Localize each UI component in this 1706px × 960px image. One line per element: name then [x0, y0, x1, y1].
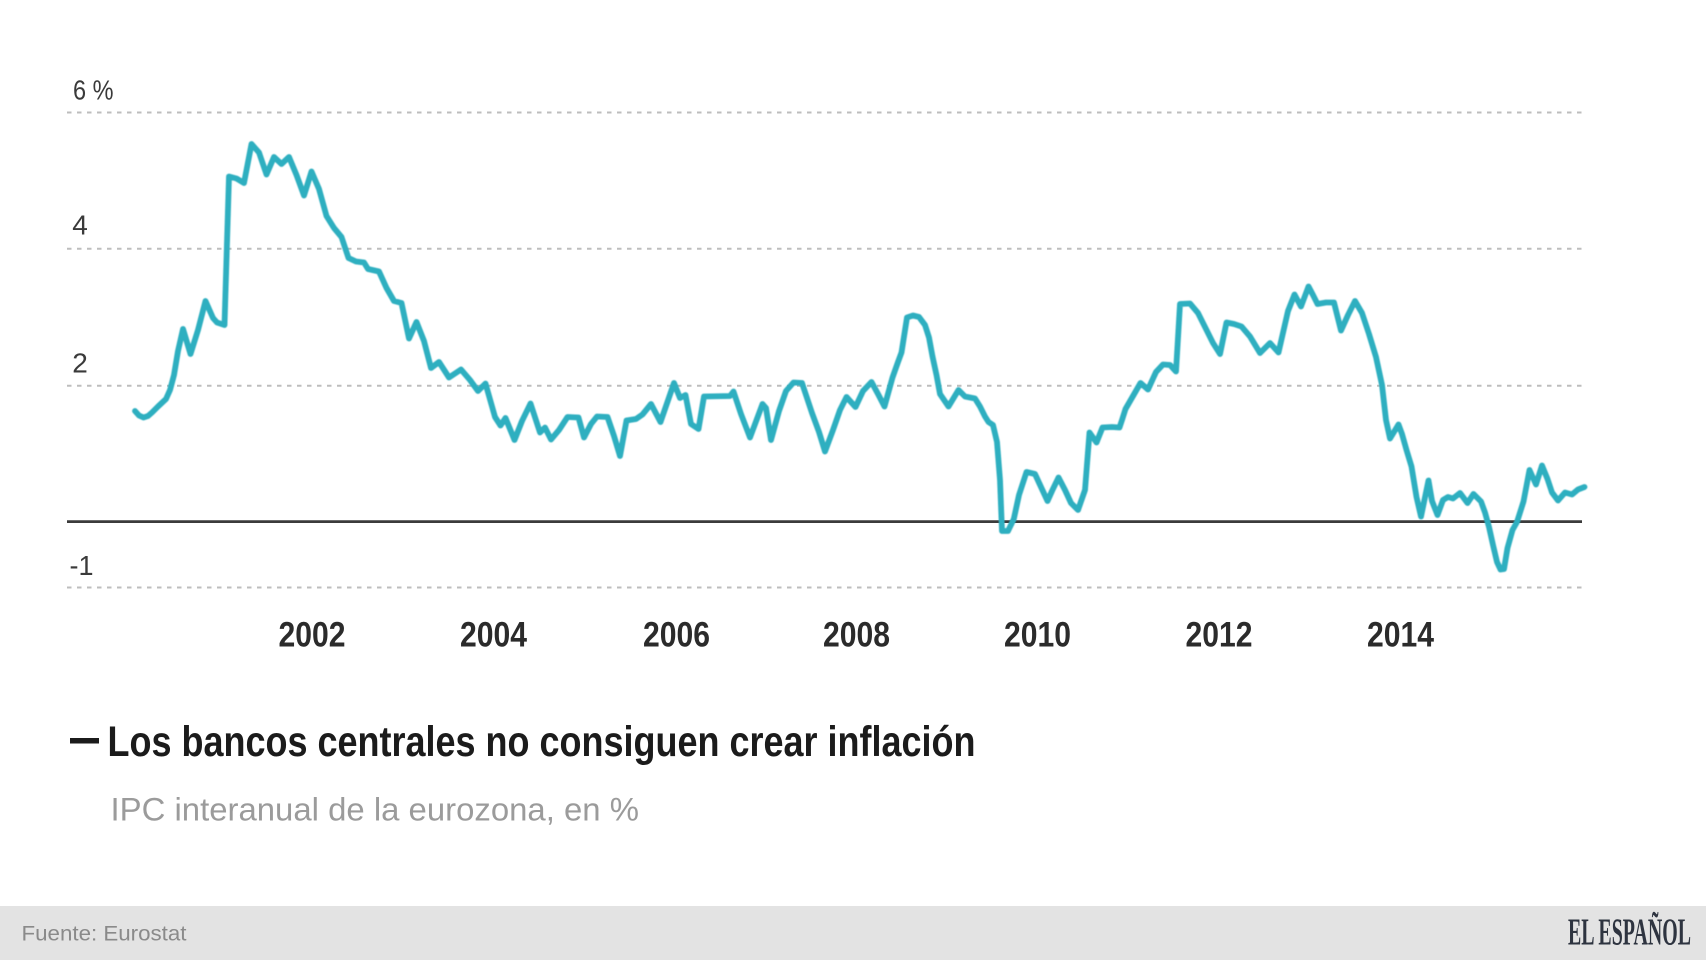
svg-text:2014: 2014 [1367, 616, 1434, 655]
svg-text:2010: 2010 [1004, 616, 1071, 655]
svg-text:EL ESPAÑOL: EL ESPAÑOL [1568, 912, 1691, 954]
svg-text:2006: 2006 [643, 616, 710, 655]
svg-text:4: 4 [72, 210, 88, 241]
svg-text:2004: 2004 [460, 616, 527, 655]
svg-text:2: 2 [72, 348, 88, 379]
svg-text:2002: 2002 [279, 616, 346, 655]
svg-text:6 %: 6 % [73, 75, 114, 106]
svg-text:Los bancos centrales no consig: Los bancos centrales no consiguen crear … [108, 718, 976, 766]
svg-text:2008: 2008 [823, 616, 890, 655]
svg-text:-1: -1 [70, 550, 94, 581]
svg-text:2012: 2012 [1186, 616, 1253, 655]
svg-text:Fuente: Eurostat: Fuente: Eurostat [22, 922, 187, 946]
svg-text:IPC interanual de la eurozona,: IPC interanual de la eurozona, en % [111, 791, 640, 827]
